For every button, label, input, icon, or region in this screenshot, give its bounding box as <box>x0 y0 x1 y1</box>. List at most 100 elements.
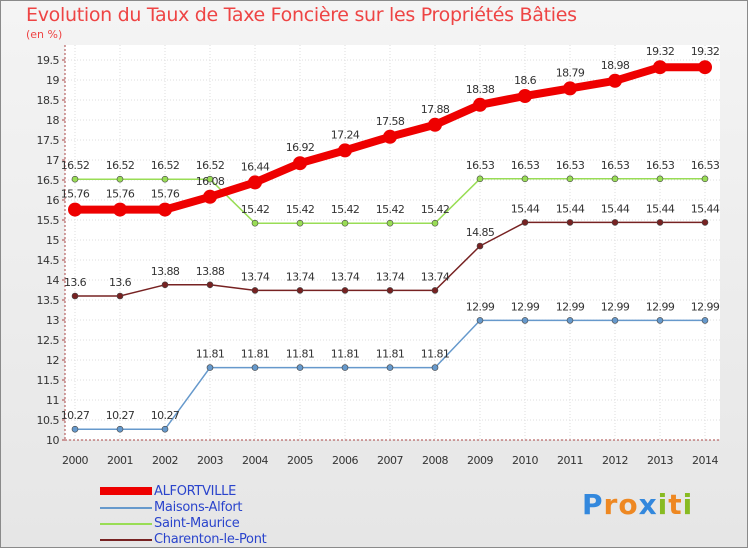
data-point-saint-maurice <box>251 219 259 227</box>
logo-letter: x <box>638 488 658 521</box>
data-point-saint-maurice <box>656 175 664 183</box>
y-tick-label: 17.5 <box>37 134 60 147</box>
data-point-alfortville <box>383 129 397 144</box>
data-point-alfortville <box>338 143 352 158</box>
data-label-saint-maurice: 16.53 <box>466 159 495 172</box>
data-point-saint-maurice <box>206 175 214 183</box>
data-label-charenton-le-pont: 15.44 <box>556 202 585 215</box>
data-label-charenton-le-pont: 15.44 <box>511 202 540 215</box>
x-tick-label: 2003 <box>197 454 223 467</box>
data-point-saint-maurice <box>386 219 394 227</box>
y-tick-label: 11 <box>46 394 59 407</box>
x-tick-label: 2002 <box>152 454 178 467</box>
data-point-charenton-le-pont <box>701 219 709 226</box>
data-label-maisons-alfort: 11.81 <box>421 348 450 361</box>
x-tick-label: 2008 <box>422 454 448 467</box>
data-label-saint-maurice: 16.52 <box>196 159 225 172</box>
data-label-saint-maurice: 15.42 <box>286 203 315 216</box>
data-point-alfortville <box>203 189 217 204</box>
data-label-alfortville: 18.79 <box>556 66 585 79</box>
data-point-charenton-le-pont <box>611 219 619 226</box>
data-label-saint-maurice: 16.53 <box>511 159 540 172</box>
data-label-alfortville: 15.76 <box>151 188 180 201</box>
data-label-charenton-le-pont: 13.6 <box>109 276 132 289</box>
legend-swatch-maisons-alfort <box>100 507 152 509</box>
x-tick-label: 2011 <box>557 454 583 467</box>
y-tick-label: 12.5 <box>37 334 60 347</box>
data-point-charenton-le-pont <box>386 287 394 294</box>
data-point-maisons-alfort <box>521 317 529 324</box>
y-tick-label: 18.5 <box>37 94 60 107</box>
data-point-charenton-le-pont <box>476 242 484 250</box>
legend-swatch-charenton-le-pont <box>100 539 152 541</box>
data-label-alfortville: 15.76 <box>106 188 135 201</box>
data-point-charenton-le-pont <box>431 287 439 294</box>
legend-swatch-alfortville <box>100 487 152 495</box>
data-point-alfortville <box>293 156 307 171</box>
data-label-alfortville: 18.6 <box>514 74 537 87</box>
y-tick-label: 14 <box>46 274 59 287</box>
data-label-maisons-alfort: 11.81 <box>376 348 405 361</box>
data-point-saint-maurice <box>116 175 124 183</box>
data-label-saint-maurice: 16.52 <box>151 159 180 172</box>
legend-label-saint-maurice: Saint-Maurice <box>154 516 240 531</box>
logo-letter: o <box>618 488 639 521</box>
y-tick-label: 10 <box>46 434 59 447</box>
data-label-maisons-alfort: 11.81 <box>196 348 225 361</box>
y-tick-label: 13 <box>46 314 59 327</box>
data-label-saint-maurice: 15.42 <box>241 203 270 216</box>
data-point-maisons-alfort <box>71 425 79 433</box>
data-label-alfortville: 16.44 <box>241 160 270 173</box>
data-label-charenton-le-pont: 13.88 <box>196 265 225 278</box>
data-label-alfortville: 18.98 <box>601 59 630 72</box>
y-tick-label: 16.5 <box>37 174 60 187</box>
data-label-maisons-alfort: 12.99 <box>511 300 540 313</box>
logo-letter: i <box>657 488 669 521</box>
data-label-charenton-le-pont: 14.85 <box>466 226 495 239</box>
logo-letter: P <box>582 488 604 521</box>
data-label-charenton-le-pont: 13.88 <box>151 265 180 278</box>
data-label-charenton-le-pont: 13.74 <box>286 270 315 283</box>
data-point-maisons-alfort <box>656 317 664 324</box>
data-point-alfortville <box>158 202 172 217</box>
data-label-alfortville: 17.58 <box>376 115 405 128</box>
data-label-charenton-le-pont: 15.44 <box>691 202 720 215</box>
data-point-saint-maurice <box>341 219 349 227</box>
plot-area <box>65 45 720 440</box>
y-tick-label: 19 <box>46 74 59 87</box>
data-label-maisons-alfort: 10.27 <box>106 409 135 422</box>
data-label-maisons-alfort: 11.81 <box>286 348 315 361</box>
data-label-alfortville: 17.24 <box>331 128 360 141</box>
data-point-maisons-alfort <box>251 364 259 371</box>
data-point-charenton-le-pont <box>341 287 349 294</box>
data-label-alfortville: 19.32 <box>691 45 720 58</box>
data-point-charenton-le-pont <box>296 287 304 294</box>
x-tick-label: 2000 <box>62 454 88 467</box>
legend-label-maisons-alfort: Maisons-Alfort <box>154 500 243 515</box>
data-point-saint-maurice <box>476 175 484 183</box>
x-tick-label: 2014 <box>692 454 718 467</box>
data-point-maisons-alfort <box>611 317 619 324</box>
x-tick-label: 2012 <box>602 454 628 467</box>
data-point-alfortville <box>248 175 262 190</box>
data-label-saint-maurice: 16.53 <box>556 159 585 172</box>
y-tick-label: 10.5 <box>37 414 60 427</box>
data-point-alfortville <box>563 81 577 96</box>
data-label-alfortville: 19.32 <box>646 45 675 58</box>
data-point-alfortville <box>113 202 127 217</box>
data-label-maisons-alfort: 11.81 <box>331 348 360 361</box>
data-label-maisons-alfort: 12.99 <box>466 300 495 313</box>
data-label-alfortville: 16.92 <box>286 141 315 154</box>
data-point-maisons-alfort <box>386 364 394 371</box>
logo-letter: i <box>682 488 694 521</box>
data-label-charenton-le-pont: 13.74 <box>376 270 405 283</box>
data-point-charenton-le-pont <box>521 219 529 226</box>
data-label-alfortville: 17.88 <box>421 103 450 116</box>
logo-letter: t <box>668 488 683 521</box>
data-label-charenton-le-pont: 13.74 <box>421 270 450 283</box>
data-point-maisons-alfort <box>206 364 214 371</box>
data-label-charenton-le-pont: 15.44 <box>601 202 630 215</box>
data-point-charenton-le-pont <box>251 287 259 294</box>
y-tick-label: 18 <box>46 114 59 127</box>
